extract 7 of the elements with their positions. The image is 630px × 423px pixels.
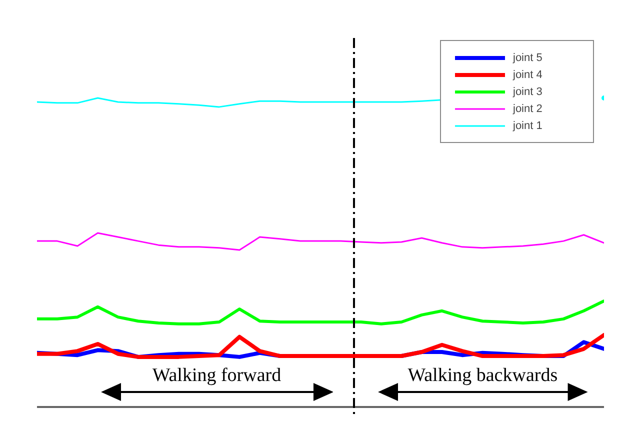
- legend-label: joint 2: [513, 102, 542, 114]
- legend-label: joint 5: [513, 52, 542, 64]
- legend-label: joint 3: [513, 86, 542, 98]
- annotation: Walking forward: [151, 365, 282, 386]
- legend-label: joint 4: [513, 68, 542, 80]
- annotation: Walking backwards: [406, 365, 559, 386]
- legend-label: joint 1: [513, 120, 542, 132]
